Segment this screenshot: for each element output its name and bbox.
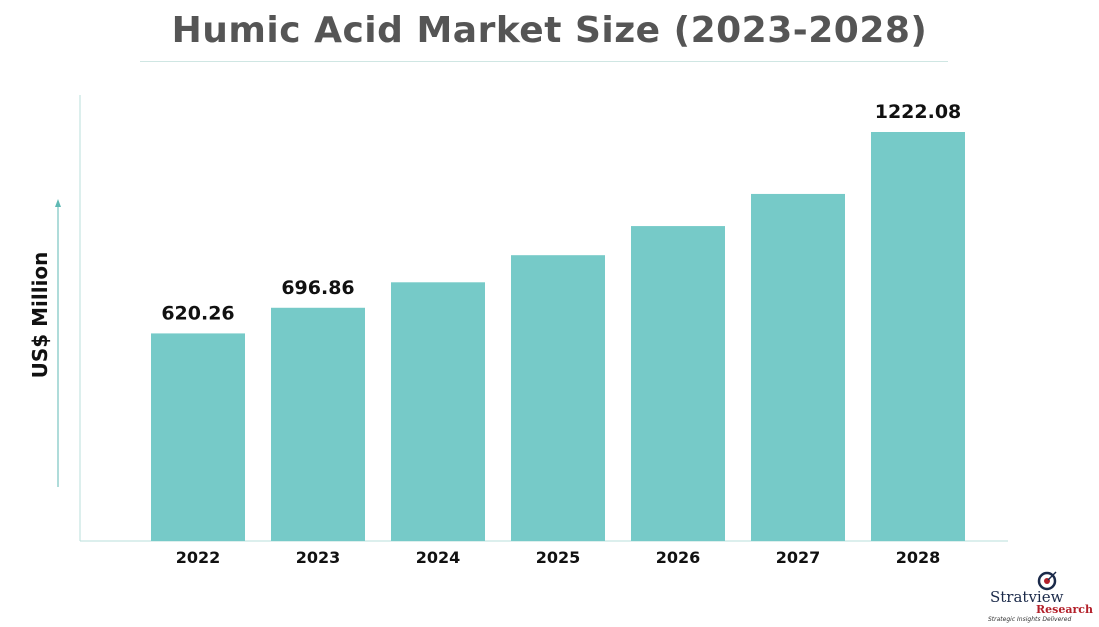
x-tick-2026: 2026	[656, 548, 701, 567]
target-icon	[1037, 571, 1057, 591]
x-tick-2027: 2027	[776, 548, 821, 567]
bar-2023	[271, 307, 365, 541]
x-tick-2024: 2024	[416, 548, 461, 567]
x-tick-2025: 2025	[536, 548, 581, 567]
bar-2025	[511, 255, 605, 541]
chart-title: Humic Acid Market Size (2023-2028)	[171, 10, 928, 51]
title-divider	[140, 61, 948, 62]
y-axis-label: US$ Million	[28, 251, 52, 379]
x-tick-2023: 2023	[296, 548, 341, 567]
data-label-2022: 620.26	[161, 302, 234, 324]
data-label-2023: 696.86	[281, 277, 354, 299]
x-tick-2028: 2028	[896, 548, 941, 567]
y-arrow-head	[55, 199, 61, 207]
bar-2028	[871, 132, 965, 541]
bar-2026	[631, 226, 725, 541]
bar-2022	[151, 333, 245, 541]
logo-name: Stratview	[990, 588, 1064, 606]
data-label-2028: 1222.08	[875, 101, 962, 123]
logo-tagline: Strategic Insights Delivered	[988, 616, 1072, 623]
logo-subname: Research	[1036, 603, 1093, 616]
stratview-logo: Stratview Research Strategic Insights De…	[982, 568, 1094, 624]
bar-2027	[751, 193, 845, 541]
bar-2024	[391, 282, 485, 541]
x-tick-2022: 2022	[176, 548, 221, 567]
